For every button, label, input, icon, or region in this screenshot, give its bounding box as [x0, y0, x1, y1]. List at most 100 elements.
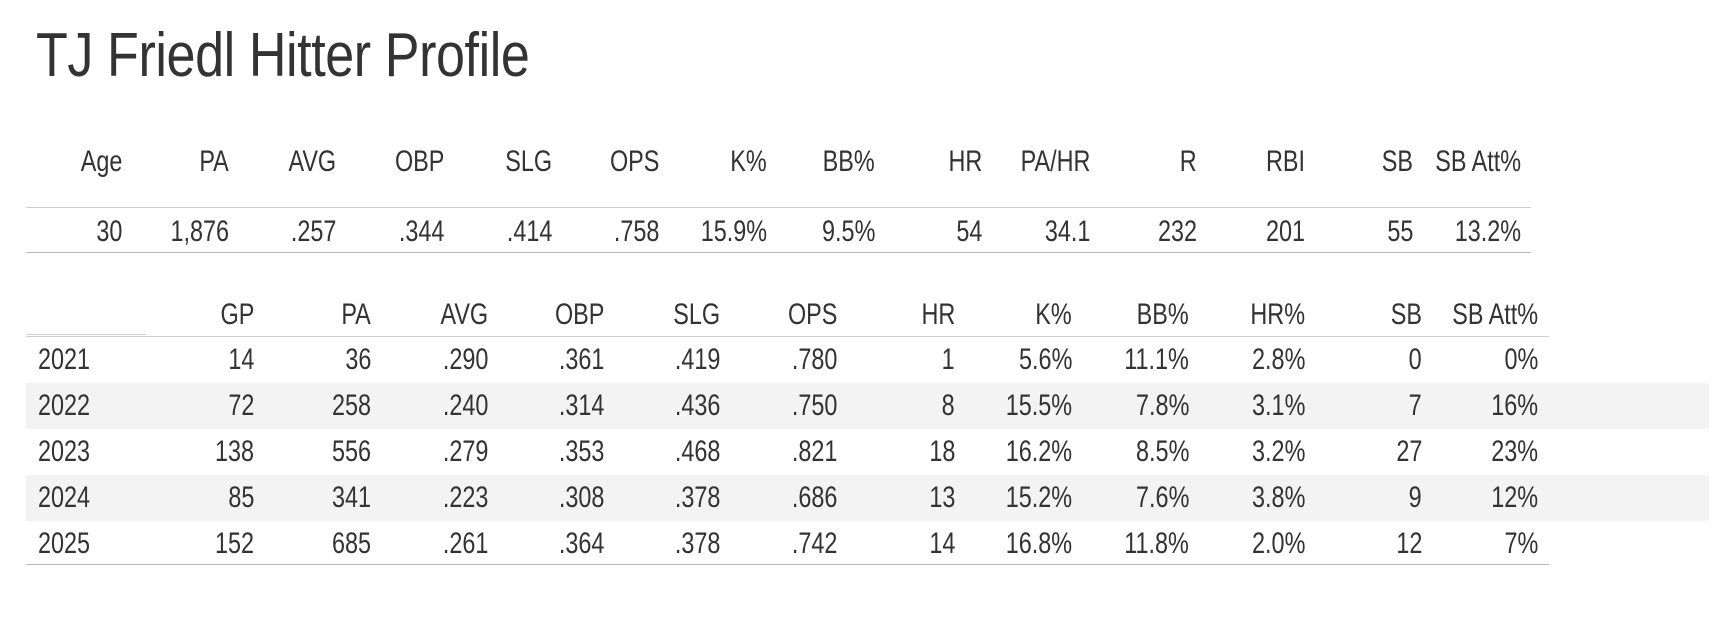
career-header-rbi: RBI — [1265, 145, 1305, 178]
season-2023-sb: 27 — [1395, 435, 1422, 468]
career-value-bb-pct: 9.5% — [821, 215, 875, 248]
career-value-rbi: 201 — [1265, 215, 1305, 248]
season-2025-hr: 14 — [928, 527, 955, 560]
season-2025-avg: .261 — [442, 527, 488, 560]
career-value-obp: .344 — [398, 215, 444, 248]
season-header-hr: HR — [921, 298, 955, 331]
career-value-slg: .414 — [506, 215, 552, 248]
season-2024-avg: .223 — [442, 481, 488, 514]
season-year-2024: 2024 — [38, 481, 91, 514]
season-year-2021: 2021 — [38, 343, 91, 376]
season-header-bb-pct: BB% — [1136, 298, 1189, 331]
season-header-pa: PA — [341, 298, 371, 331]
career-header-pa-per-hr: PA/HR — [1020, 145, 1090, 178]
career-header-age: Age — [80, 145, 122, 178]
season-2023-avg: .279 — [442, 435, 488, 468]
season-2024-sb-att-pct: 12% — [1491, 481, 1538, 514]
year-column-header-underline — [26, 334, 146, 335]
season-2021-obp: .361 — [558, 343, 604, 376]
career-table-bottom-rule — [26, 252, 1531, 253]
season-2021-slg: .419 — [674, 343, 720, 376]
career-header-bb-pct: BB% — [822, 145, 875, 178]
season-year-2025: 2025 — [38, 527, 91, 560]
career-header-hr: HR — [948, 145, 982, 178]
career-header-slg: SLG — [505, 145, 552, 178]
season-header-gp: GP — [220, 298, 254, 331]
season-2021-gp: 14 — [227, 343, 254, 376]
season-2025-hr-pct: 2.0% — [1251, 527, 1305, 560]
career-header-avg: AVG — [288, 145, 336, 178]
career-header-pa: PA — [199, 145, 229, 178]
season-2022-bb-pct: 7.8% — [1135, 389, 1189, 422]
season-2024-gp: 85 — [227, 481, 254, 514]
career-value-age: 30 — [95, 215, 122, 248]
season-2021-ops: .780 — [791, 343, 837, 376]
season-2022-sb: 7 — [1408, 389, 1422, 422]
season-header-sb-att-pct: SB Att% — [1452, 298, 1538, 331]
season-2021-avg: .290 — [442, 343, 488, 376]
season-2022-hr-pct: 3.1% — [1251, 389, 1305, 422]
season-2021-k-pct: 5.6% — [1018, 343, 1072, 376]
season-header-obp: OBP — [554, 298, 604, 331]
season-2024-hr-pct: 3.8% — [1251, 481, 1305, 514]
season-header-divider — [26, 336, 1549, 337]
season-2023-gp: 138 — [214, 435, 254, 468]
season-2024-bb-pct: 7.6% — [1135, 481, 1189, 514]
season-2025-pa: 685 — [331, 527, 371, 560]
season-header-sb: SB — [1390, 298, 1422, 331]
season-2022-slg: .436 — [674, 389, 720, 422]
row-stripe — [26, 475, 1709, 521]
season-header-ops: OPS — [787, 298, 837, 331]
career-value-hr: 54 — [955, 215, 982, 248]
season-2022-gp: 72 — [227, 389, 254, 422]
season-2024-sb: 9 — [1408, 481, 1422, 514]
season-2024-ops: .686 — [791, 481, 837, 514]
season-2023-slg: .468 — [674, 435, 720, 468]
season-2022-sb-att-pct: 16% — [1491, 389, 1538, 422]
season-2023-hr-pct: 3.2% — [1251, 435, 1305, 468]
season-2022-ops: .750 — [791, 389, 837, 422]
season-2025-bb-pct: 11.8% — [1124, 527, 1189, 560]
career-value-sb: 55 — [1386, 215, 1413, 248]
career-header-sb: SB — [1381, 145, 1413, 178]
season-2024-hr: 13 — [928, 481, 955, 514]
season-2025-obp: .364 — [558, 527, 604, 560]
career-value-avg: .257 — [290, 215, 336, 248]
career-header-sb-att-pct: SB Att% — [1435, 145, 1521, 178]
career-header-k-pct: K% — [730, 145, 767, 178]
season-2021-sb-att-pct: 0% — [1504, 343, 1538, 376]
season-2025-slg: .378 — [674, 527, 720, 560]
season-2025-sb: 12 — [1395, 527, 1422, 560]
season-year-2023: 2023 — [38, 435, 91, 468]
season-header-avg: AVG — [440, 298, 488, 331]
season-2023-k-pct: 16.2% — [1005, 435, 1072, 468]
season-year-2022: 2022 — [38, 389, 91, 422]
season-2023-sb-att-pct: 23% — [1491, 435, 1538, 468]
career-value-k-pct: 15.9% — [700, 215, 767, 248]
season-2024-k-pct: 15.2% — [1005, 481, 1072, 514]
career-value-r: 232 — [1157, 215, 1197, 248]
season-2023-bb-pct: 8.5% — [1135, 435, 1189, 468]
career-header-r: R — [1180, 145, 1197, 178]
season-2021-hr-pct: 2.8% — [1251, 343, 1305, 376]
page-title: TJ Friedl Hitter Profile — [36, 21, 530, 90]
career-header-ops: OPS — [609, 145, 659, 178]
career-header-divider — [26, 207, 1531, 208]
season-2022-obp: .314 — [558, 389, 604, 422]
season-header-slg: SLG — [673, 298, 720, 331]
season-2021-hr: 1 — [941, 343, 955, 376]
season-2023-ops: .821 — [791, 435, 837, 468]
career-header-obp: OBP — [394, 145, 444, 178]
season-2025-ops: .742 — [791, 527, 837, 560]
season-2022-pa: 258 — [331, 389, 371, 422]
season-2025-sb-att-pct: 7% — [1504, 527, 1538, 560]
career-value-ops: .758 — [613, 215, 659, 248]
season-2024-pa: 341 — [331, 481, 371, 514]
season-2021-pa: 36 — [344, 343, 371, 376]
season-2021-bb-pct: 11.1% — [1124, 343, 1189, 376]
career-value-sb-att-pct: 13.2% — [1454, 215, 1521, 248]
career-value-pa-per-hr: 34.1 — [1044, 215, 1090, 248]
season-2023-hr: 18 — [928, 435, 955, 468]
season-2023-obp: .353 — [558, 435, 604, 468]
season-2024-obp: .308 — [558, 481, 604, 514]
